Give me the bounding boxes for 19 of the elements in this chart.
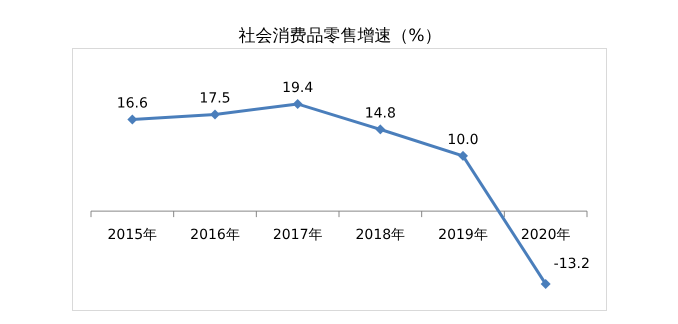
point bbox=[458, 150, 468, 161]
data-label: 10.0 bbox=[447, 132, 479, 148]
chart-title: 社会消费品零售增速（%） bbox=[238, 26, 442, 46]
x-tick-label: 2017年 bbox=[272, 227, 322, 244]
data-label: 17.5 bbox=[199, 90, 231, 106]
x-tick-label: 2016年 bbox=[190, 227, 240, 244]
x-tick-label: 2018年 bbox=[356, 227, 406, 244]
point bbox=[375, 124, 386, 134]
x-tick-label: 2015年 bbox=[108, 227, 158, 244]
point bbox=[540, 279, 551, 289]
point bbox=[210, 109, 220, 120]
x-tick-label: 2019年 bbox=[438, 227, 488, 244]
point bbox=[127, 114, 138, 124]
data-label: 16.6 bbox=[116, 95, 148, 112]
point bbox=[292, 99, 303, 109]
data-label: 14.8 bbox=[364, 105, 396, 122]
data-label: 19.4 bbox=[282, 80, 314, 96]
data-label: -13.2 bbox=[554, 256, 590, 272]
x-tick-label: 2020年 bbox=[520, 227, 570, 244]
